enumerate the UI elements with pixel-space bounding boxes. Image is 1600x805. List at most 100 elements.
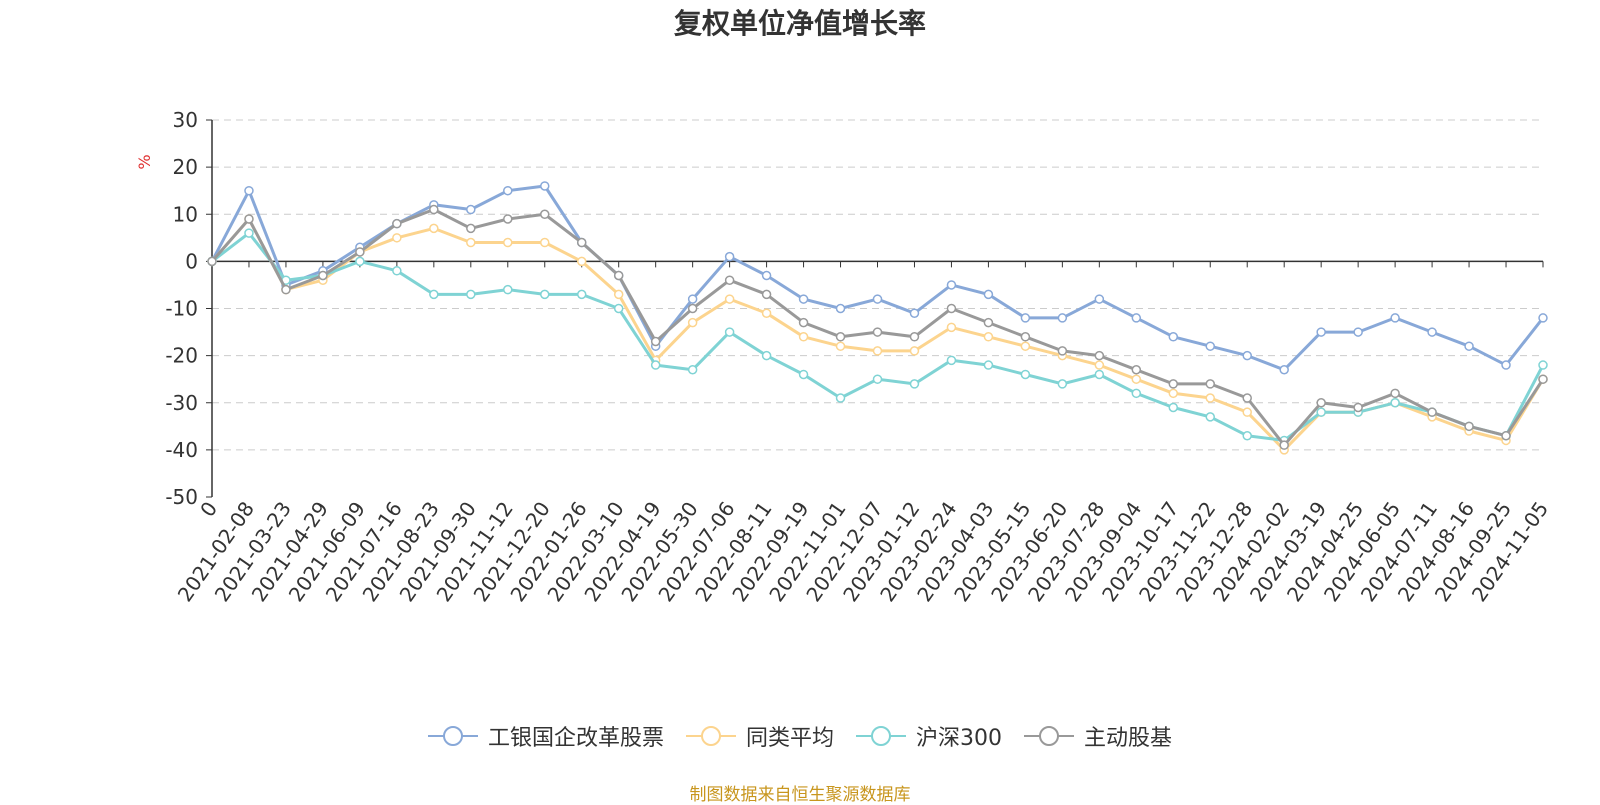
data-point xyxy=(909,308,920,318)
data-point xyxy=(1205,341,1215,351)
data-point xyxy=(724,294,735,304)
data-point xyxy=(318,270,328,281)
data-point xyxy=(909,332,920,342)
data-point xyxy=(724,275,735,285)
data-point xyxy=(687,317,698,328)
data-point xyxy=(429,204,439,215)
data-point xyxy=(1538,374,1548,384)
legend-marker xyxy=(700,726,721,746)
data-point xyxy=(1020,313,1031,323)
legend-item[interactable]: 主动股基 xyxy=(1024,720,1172,752)
data-point xyxy=(835,332,846,342)
legend-label: 工银国企改革股票 xyxy=(487,726,664,751)
data-point xyxy=(761,289,772,300)
data-point xyxy=(1427,327,1437,337)
data-point xyxy=(1427,407,1437,417)
data-point xyxy=(687,303,698,314)
y-tick-label: 0 xyxy=(185,249,198,273)
data-point xyxy=(1242,393,1252,403)
data-point xyxy=(244,185,254,196)
data-point xyxy=(798,317,809,328)
data-point xyxy=(503,214,513,224)
data-point xyxy=(724,251,735,262)
data-point xyxy=(576,237,587,248)
data-point xyxy=(724,327,735,337)
data-point xyxy=(835,303,846,314)
data-point xyxy=(207,256,217,267)
data-point xyxy=(1353,402,1363,413)
y-tick-label: -50 xyxy=(165,485,198,509)
y-axis-label: % xyxy=(135,154,154,169)
data-point xyxy=(540,209,550,219)
y-tick-label: -10 xyxy=(165,297,198,321)
data-point xyxy=(576,289,587,300)
data-point xyxy=(798,294,809,304)
data-point xyxy=(1464,341,1474,351)
y-tick-label: 10 xyxy=(173,202,198,226)
data-point xyxy=(1353,327,1363,337)
data-point xyxy=(1501,360,1511,370)
data-point xyxy=(1057,313,1068,323)
data-point xyxy=(355,256,365,267)
data-point xyxy=(1501,430,1511,441)
data-point xyxy=(1205,379,1215,389)
legend-item[interactable]: 工银国企改革股票 xyxy=(427,720,664,752)
legend-label: 同类平均 xyxy=(745,726,834,751)
data-point xyxy=(1538,360,1548,370)
data-point xyxy=(983,289,994,300)
data-point xyxy=(1205,412,1215,422)
data-point xyxy=(761,308,772,318)
data-point xyxy=(1242,350,1252,361)
data-point xyxy=(1094,360,1105,370)
data-point xyxy=(983,317,994,328)
data-point xyxy=(540,237,550,248)
series-line xyxy=(210,184,1545,372)
data-point xyxy=(798,332,809,342)
data-point xyxy=(872,346,883,356)
data-point xyxy=(946,280,957,290)
data-point xyxy=(1390,398,1400,408)
y-tick-label: -40 xyxy=(165,438,198,462)
data-point xyxy=(1168,379,1179,389)
data-point xyxy=(1168,388,1179,399)
data-point xyxy=(1390,388,1400,399)
axes xyxy=(206,119,1544,498)
data-point xyxy=(576,256,587,267)
data-point xyxy=(650,336,661,347)
legend: 工银国企改革股票 同类平均 沪深300 主动股基 xyxy=(0,720,1600,752)
data-point xyxy=(466,289,476,300)
data-point xyxy=(1020,332,1031,342)
legend-label: 沪深300 xyxy=(916,726,1002,751)
data-point xyxy=(1094,294,1105,304)
data-point xyxy=(946,303,957,314)
data-point xyxy=(281,284,291,295)
legend-item[interactable]: 同类平均 xyxy=(685,720,834,752)
data-point xyxy=(503,237,513,248)
y-tick-label: -30 xyxy=(165,391,198,415)
data-point xyxy=(798,369,809,380)
y-tick-label: -20 xyxy=(165,344,198,368)
data-point xyxy=(983,360,994,370)
data-point xyxy=(872,374,883,384)
data-point xyxy=(1205,393,1215,403)
data-point xyxy=(1131,374,1142,384)
data-point xyxy=(909,379,920,389)
data-point xyxy=(540,289,550,300)
grid-lines xyxy=(212,119,1543,451)
data-point xyxy=(1168,402,1179,413)
data-point xyxy=(1242,430,1252,441)
data-point xyxy=(1242,407,1252,417)
data-point xyxy=(687,365,698,375)
legend-symbol xyxy=(1024,726,1074,746)
data-point xyxy=(1094,369,1105,380)
data-point xyxy=(503,284,513,295)
legend-item[interactable]: 沪深300 xyxy=(856,720,1002,752)
data-point xyxy=(872,294,883,304)
data-point xyxy=(244,228,254,238)
data-point xyxy=(1316,407,1326,417)
data-point xyxy=(1390,313,1400,323)
data-point xyxy=(466,223,476,234)
data-point xyxy=(946,322,957,333)
data-point xyxy=(466,204,476,215)
